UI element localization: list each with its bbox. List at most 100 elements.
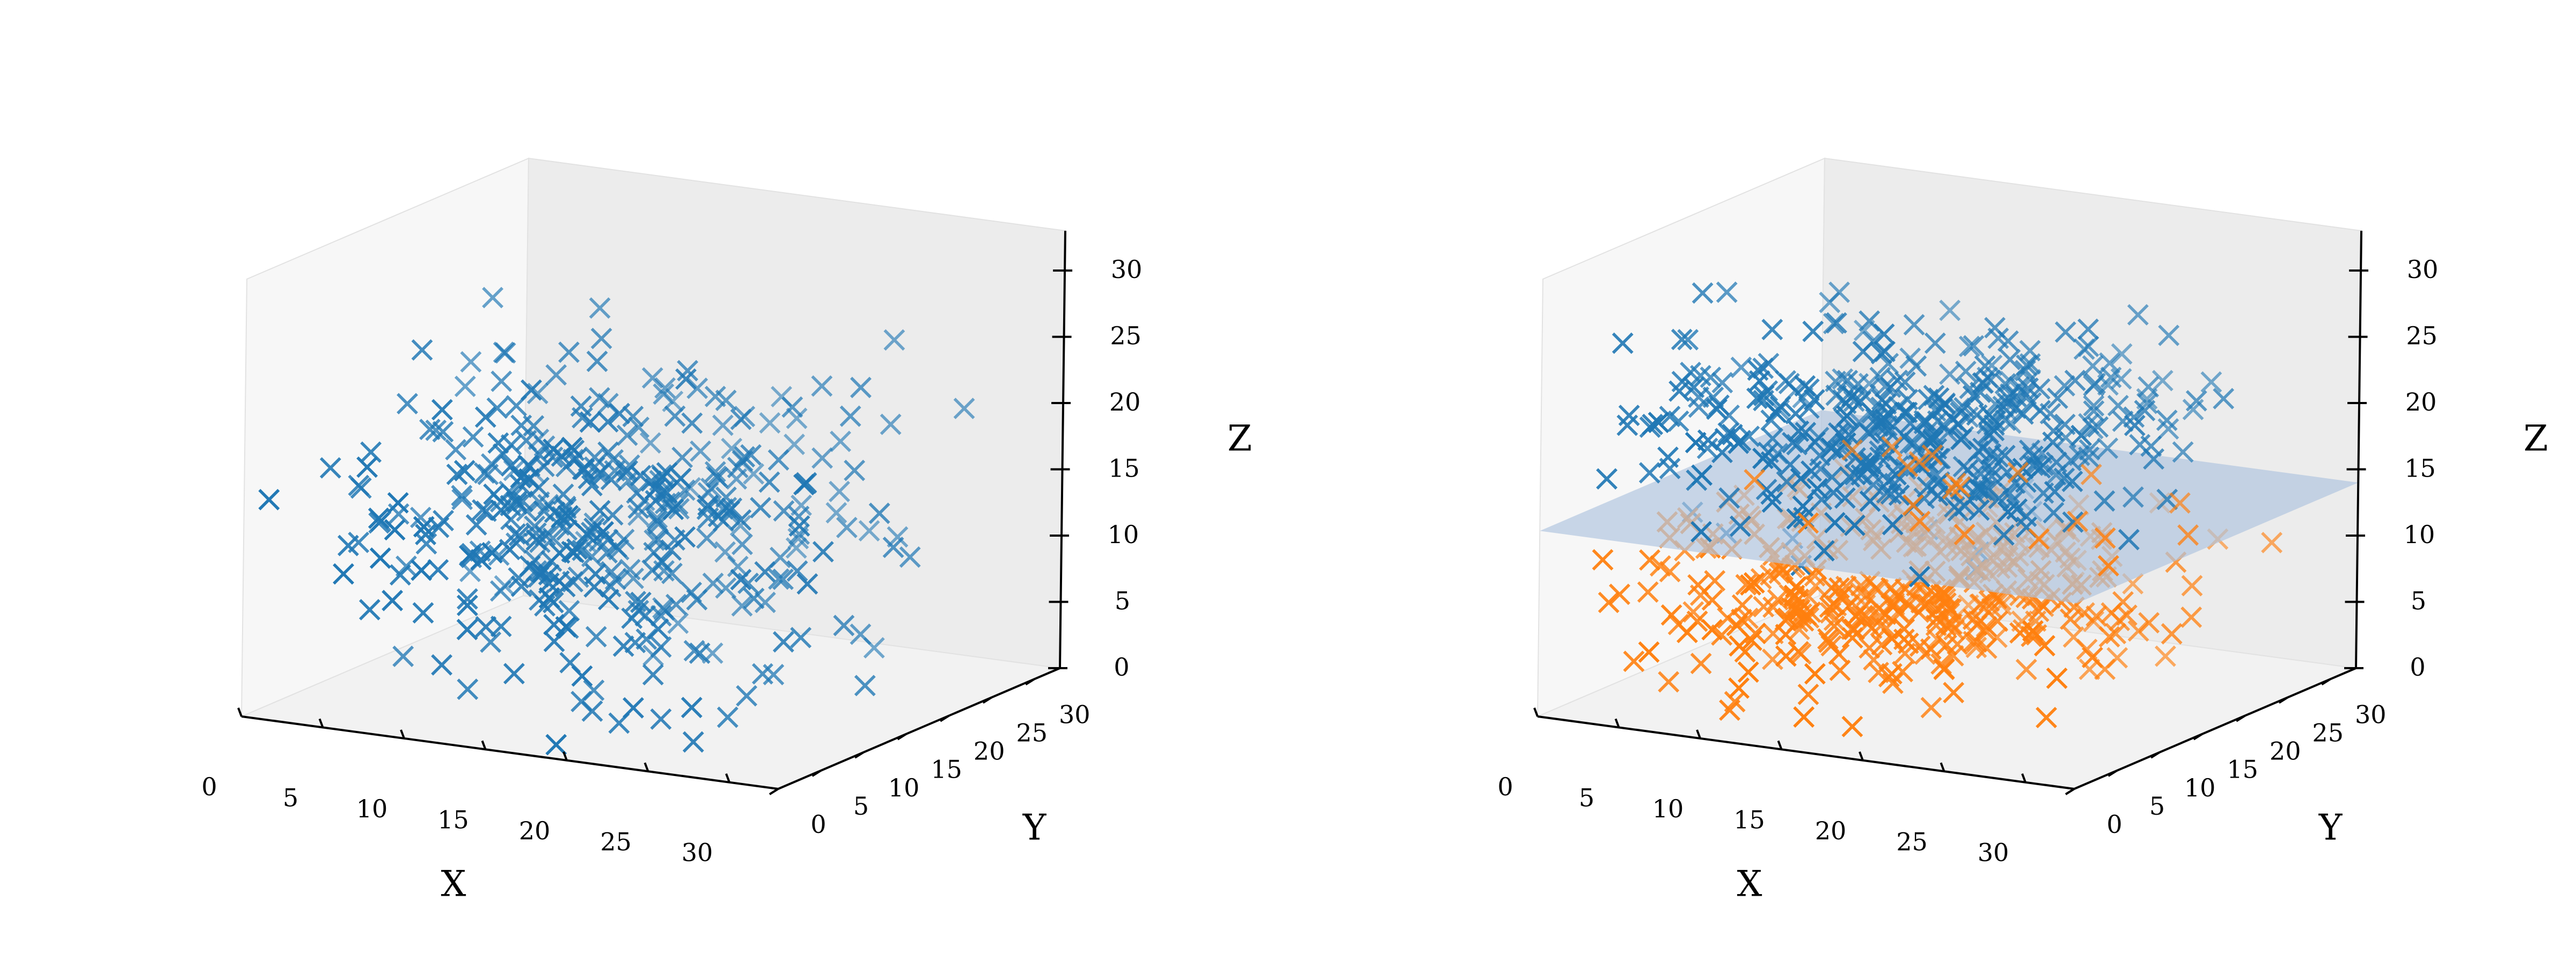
series-1-point-23 xyxy=(2067,510,2089,532)
series-0-point-382 xyxy=(1616,414,1638,436)
series-0-point-98 xyxy=(1802,320,1824,342)
series-1-point-398 xyxy=(1768,562,1790,584)
series-0-point-254 xyxy=(715,390,737,411)
series-0-point-364 xyxy=(554,495,576,517)
y-tick-label-4: 20 xyxy=(974,737,1005,766)
series-0-point-186 xyxy=(668,498,690,519)
series-1-point-304 xyxy=(1892,661,1914,683)
series-0-point-132 xyxy=(415,524,437,545)
series-1-point-296 xyxy=(1953,524,1975,545)
series-0-point-354 xyxy=(1843,514,1865,536)
series-0-point-261 xyxy=(1762,428,1784,449)
series-0-point-288 xyxy=(664,529,686,551)
series-0-point-262 xyxy=(2151,370,2174,392)
series-0-point-25 xyxy=(1688,396,1710,418)
series-0-point-238 xyxy=(589,297,611,319)
series-1-point-353 xyxy=(1897,632,1919,654)
series-0-point-294 xyxy=(457,678,479,700)
series-0-point-371 xyxy=(1985,393,2006,415)
series-0-point-249 xyxy=(2054,375,2075,397)
series-1-point-392 xyxy=(1986,626,2008,648)
series-0-point-273 xyxy=(1714,428,1736,450)
series-0-point-17 xyxy=(812,541,834,563)
series-0-point-68 xyxy=(1987,446,2009,468)
series-0-point-46 xyxy=(451,485,473,507)
series-0-point-226 xyxy=(415,533,437,555)
series-0-point-334 xyxy=(474,406,496,428)
series-1-point-368 xyxy=(1784,576,1806,598)
series-0-point-215 xyxy=(1717,422,1739,444)
series-0-point-383 xyxy=(524,549,546,571)
x-tick-label-1: 5 xyxy=(283,784,298,813)
series-0-point-343 xyxy=(1768,399,1790,421)
series-0-point-385 xyxy=(2064,369,2086,391)
series-0-point-237 xyxy=(790,627,812,649)
series-1-point-12 xyxy=(1737,608,1759,630)
series-0-point-156 xyxy=(1854,385,1876,407)
series-0-point-393 xyxy=(707,506,729,528)
z-axis-title: Z xyxy=(2523,418,2548,459)
series-0-point-323 xyxy=(1806,478,1828,500)
series-0-point-333 xyxy=(510,414,532,436)
series-0-point-150 xyxy=(1824,511,1846,533)
series-0-point-375 xyxy=(1886,369,1908,391)
z-tick-label-4: 20 xyxy=(2405,387,2437,416)
series-0-point-120 xyxy=(646,507,668,529)
series-0-point-344 xyxy=(1677,329,1699,350)
series-0-point-325 xyxy=(628,416,650,438)
series-0-point-97 xyxy=(623,567,645,589)
series-0-point-315 xyxy=(360,441,382,463)
series-0-point-360 xyxy=(528,477,550,499)
series-0-point-363 xyxy=(1711,372,1733,393)
y-tick-label-3: 15 xyxy=(2227,755,2258,784)
series-0-point-258 xyxy=(2107,394,2129,416)
series-0-point-329 xyxy=(771,386,793,408)
series-0-point-64 xyxy=(427,559,449,581)
series-0-point-367 xyxy=(601,561,623,583)
series-0-point-136 xyxy=(736,685,758,707)
series-0-point-291 xyxy=(1668,380,1690,402)
series-0-point-399 xyxy=(538,572,560,594)
series-0-point-330 xyxy=(2032,455,2054,477)
series-0-point-133 xyxy=(1689,364,1711,386)
series-0-point-349 xyxy=(1963,335,1985,357)
series-0-point-370 xyxy=(830,430,852,452)
series-0-point-43 xyxy=(585,626,607,648)
series-0-point-283 xyxy=(1997,330,2019,352)
series-0-point-267 xyxy=(475,500,497,522)
series-0-point-64 xyxy=(1823,312,1845,334)
y-axis-title: Y xyxy=(2318,807,2343,848)
series-0-point-198 xyxy=(2077,318,2099,340)
series-0-point-242 xyxy=(480,631,502,653)
series-1-point-383 xyxy=(1690,653,1712,675)
series-0-point-259 xyxy=(2083,400,2105,422)
series-0-point-340 xyxy=(542,527,564,549)
series-1-point-272 xyxy=(1762,648,1783,670)
series-1-point-300 xyxy=(1804,663,1826,685)
series-0-point-290 xyxy=(1788,420,1810,442)
y-tick-1 xyxy=(2107,770,2118,777)
series-1-point-214 xyxy=(1829,660,1851,682)
series-0-point-296 xyxy=(883,329,905,351)
series-0-point-293 xyxy=(796,573,818,595)
series-0-point-22 xyxy=(432,421,454,443)
series-0-point-125 xyxy=(630,591,652,613)
series-1-point-173 xyxy=(1729,635,1751,657)
series-0-point-95 xyxy=(392,646,414,667)
series-0-point-292 xyxy=(1753,390,1775,412)
y-tick-label-0: 0 xyxy=(810,810,826,839)
series-0-point-354 xyxy=(586,350,608,372)
series-0-point-207 xyxy=(1706,398,1728,420)
series-0-point-218 xyxy=(1671,328,1693,350)
series-0-point-93 xyxy=(729,515,751,537)
series-1-point-201 xyxy=(1740,574,1761,596)
x-tick-label-0: 0 xyxy=(201,772,217,801)
series-0-point-183 xyxy=(2079,439,2101,461)
series-0-point-339 xyxy=(1746,387,1768,409)
series-1-point-247 xyxy=(1942,645,1964,667)
series-0-point-131 xyxy=(759,412,781,434)
series-1-point-267 xyxy=(2098,626,2120,648)
series-0-point-297 xyxy=(529,589,551,611)
series-0-point-205 xyxy=(473,462,495,484)
series-0-point-159 xyxy=(1944,496,1965,518)
